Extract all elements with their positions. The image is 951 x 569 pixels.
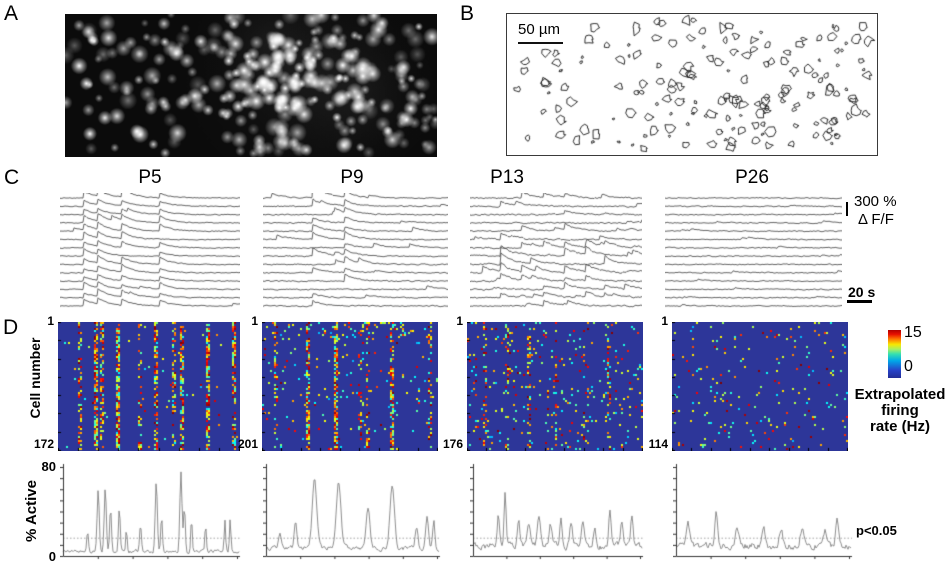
- panel-d-label: D: [3, 316, 19, 339]
- age-header-p9: P9: [340, 167, 364, 188]
- first-cell-label-p26: 1: [661, 314, 668, 328]
- colorbar-title-line3: rate (Hz): [869, 418, 930, 435]
- raster-heatmap-p5-canvas: [58, 322, 240, 451]
- calcium-traces-p9-canvas: [263, 193, 448, 311]
- colorbar-max-label: 15: [904, 324, 922, 341]
- percent-active-p13-canvas: [470, 460, 644, 560]
- amplitude-scale-value: 300 %: [854, 193, 897, 210]
- raster-heatmap-p13-canvas: [467, 322, 643, 451]
- cell-contour-map: 50 µm: [506, 13, 878, 156]
- percent-active-p26-canvas: [673, 460, 853, 560]
- calcium-traces-p5-canvas: [60, 193, 240, 311]
- colorbar-title: Extrapolated firing rate (Hz): [843, 387, 951, 435]
- cell-contour-canvas: [507, 14, 877, 155]
- panel-c-label: C: [4, 166, 20, 189]
- amplitude-scale-unit: Δ F/F: [858, 211, 894, 228]
- cell-count-p13: 176: [442, 437, 463, 451]
- active-ymax-label: 80: [41, 459, 56, 474]
- scale-bar: [518, 42, 563, 44]
- cell-count-p26: 114: [648, 437, 668, 451]
- cell-count-p9: 201: [237, 437, 258, 451]
- panel-a-label: A: [4, 2, 19, 25]
- age-header-p26: P26: [735, 167, 769, 188]
- first-cell-label-p5: 1: [47, 314, 54, 328]
- significance-label: p<0.05: [856, 523, 897, 538]
- colorbar-min-label: 0: [904, 358, 913, 375]
- raster-heatmap-p9-canvas: [262, 322, 438, 451]
- cell-number-axis-label: Cell number: [27, 337, 43, 419]
- panel-b-label: B: [460, 2, 475, 25]
- time-scale-label: 20 s: [848, 284, 876, 300]
- amplitude-scale-bar: [846, 202, 848, 216]
- first-cell-label-p13: 1: [456, 314, 463, 328]
- cell-count-p5: 172: [33, 437, 54, 451]
- calcium-traces-p26-canvas: [665, 193, 842, 311]
- first-cell-label-p9: 1: [251, 314, 258, 328]
- calcium-traces-p13-canvas: [470, 193, 642, 311]
- scale-bar-label: 50 µm: [518, 21, 560, 38]
- percent-active-axis-label: % Active: [23, 480, 40, 542]
- fluorescence-image-canvas: [65, 14, 437, 157]
- percent-active-p9-canvas: [263, 460, 441, 560]
- age-header-p13: P13: [490, 167, 524, 188]
- percent-active-p5-canvas: [60, 460, 241, 560]
- raster-heatmap-p26-canvas: [672, 322, 848, 451]
- time-scale-bar: [847, 300, 872, 303]
- colorbar-title-line1: Extrapolated: [854, 386, 946, 403]
- colorbar-title-line2: firing: [881, 402, 919, 419]
- age-header-p5: P5: [138, 167, 162, 188]
- active-ymin-label: 0: [48, 549, 56, 564]
- colorbar-gradient: [888, 330, 901, 378]
